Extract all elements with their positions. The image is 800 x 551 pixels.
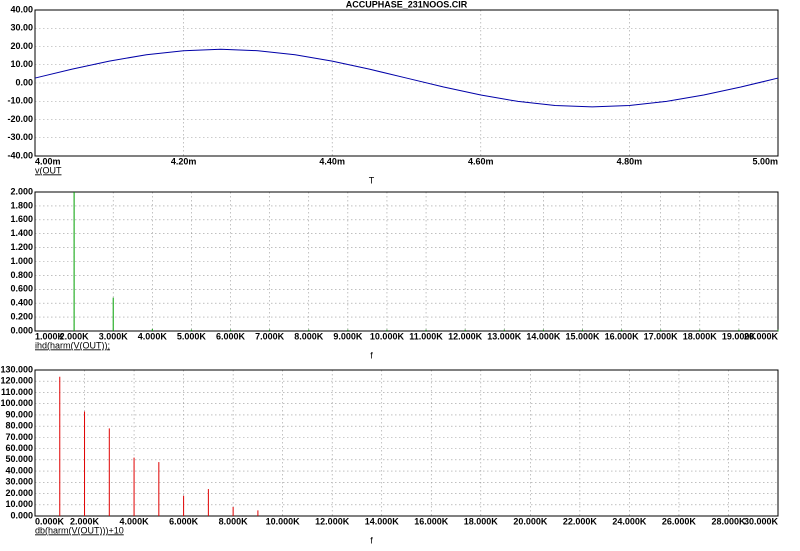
y-tick-label: 0.000 [10, 510, 33, 520]
x-tick-label: 11.000K [409, 331, 443, 341]
y-tick-label: 100.000 [0, 398, 33, 408]
x-tick-label: 0.000K [35, 516, 65, 526]
x-tick-label: 16.000K [414, 516, 449, 526]
legend-entry: ihd(harm(V(OUT)); [35, 340, 110, 350]
y-tick-label: 40.00 [10, 4, 33, 14]
y-tick-label: 90.000 [5, 409, 33, 419]
x-tick-label: 30.000K [744, 516, 779, 526]
x-tick-label: 16.000K [605, 331, 640, 341]
x-tick-label: 1.000K [35, 331, 65, 341]
x-tick-label: 2.000K [60, 331, 90, 341]
y-tick-label: 0.400 [10, 298, 33, 308]
x-axis-title: f [370, 535, 373, 545]
x-tick-label: 4.20m [171, 156, 197, 166]
y-tick-label: 60.000 [5, 443, 33, 453]
x-tick-label: 4.80m [617, 156, 643, 166]
x-tick-label: 10.000K [370, 331, 405, 341]
y-tick-label: 1.400 [10, 228, 33, 238]
y-tick-label: 2.000 [10, 186, 33, 196]
x-tick-label: 26.000K [662, 516, 697, 526]
y-tick-label: 70.000 [5, 432, 33, 442]
y-tick-label: 10.00 [10, 59, 33, 69]
y-tick-label: 1.600 [10, 214, 33, 224]
x-tick-label: 3.000K [99, 331, 129, 341]
y-tick-label: 0.000 [10, 325, 33, 335]
x-tick-label: 8.000K [294, 331, 324, 341]
y-tick-label: 40.000 [5, 465, 33, 475]
x-tick-label: 12.000K [315, 516, 350, 526]
x-tick-label: 12.000K [448, 331, 483, 341]
x-axis-title: T [369, 175, 375, 185]
y-tick-label: 0.00 [15, 77, 33, 87]
y-tick-label: 20.00 [10, 41, 33, 51]
y-tick-label: 110.000 [1, 387, 33, 397]
y-tick-label: 50.000 [5, 454, 33, 464]
x-tick-label: 9.000K [333, 331, 363, 341]
x-tick-label: 19.000K [722, 331, 757, 341]
series-line [34, 48, 779, 108]
y-tick-label: 0.800 [10, 270, 33, 280]
x-tick-label: 13.000K [487, 331, 522, 341]
x-tick-label: 2.000K [70, 516, 100, 526]
x-axis-title: f [370, 350, 373, 360]
y-tick-label: 1.000 [10, 256, 33, 266]
x-tick-label: 28.000K [711, 516, 746, 526]
y-tick-label: -20.00 [7, 114, 33, 124]
y-tick-label: -30.00 [7, 132, 33, 142]
y-tick-label: 0.600 [10, 284, 33, 294]
y-tick-label: 120.000 [0, 376, 33, 386]
y-tick-label: -10.00 [7, 96, 33, 106]
x-tick-label: 4.60m [468, 156, 494, 166]
x-tick-label: 14.000K [365, 516, 400, 526]
legend-entry: v(OUT [35, 165, 62, 175]
x-tick-label: 5.00m [752, 156, 778, 166]
y-tick-label: 130.000 [0, 364, 33, 374]
chart-title: ACCUPHASE_231NOOS.CIR [346, 0, 468, 9]
legend-entry: db(harm(V(OUT)))+10 [35, 525, 124, 535]
y-tick-label: 30.00 [10, 23, 33, 33]
x-tick-label: 5.000K [177, 331, 207, 341]
x-tick-label: 6.000K [216, 331, 246, 341]
y-tick-label: 10.000 [5, 499, 33, 509]
plot-frame [34, 191, 779, 332]
plot-frame [34, 9, 779, 157]
x-tick-label: 20.000K [744, 331, 779, 341]
x-tick-label: 24.000K [612, 516, 647, 526]
x-tick-label: 4.000K [120, 516, 150, 526]
x-tick-label: 22.000K [563, 516, 598, 526]
x-tick-label: 20.000K [513, 516, 548, 526]
x-tick-label: 4.00m [35, 156, 61, 166]
x-tick-label: 14.000K [526, 331, 561, 341]
y-tick-label: 0.200 [10, 311, 33, 321]
y-tick-label: -40.00 [7, 150, 33, 160]
x-tick-label: 18.000K [683, 331, 718, 341]
x-tick-label: 18.000K [464, 516, 499, 526]
x-tick-label: 6.000K [169, 516, 199, 526]
y-tick-label: 20.000 [5, 488, 33, 498]
y-tick-label: 80.000 [5, 421, 33, 431]
y-tick-label: 30.000 [5, 477, 33, 487]
x-tick-label: 7.000K [255, 331, 285, 341]
y-tick-label: 1.800 [10, 200, 33, 210]
y-tick-label: 1.200 [10, 242, 33, 252]
x-tick-label: 4.000K [138, 331, 168, 341]
x-tick-label: 17.000K [644, 331, 679, 341]
plot-frame [34, 369, 779, 517]
x-tick-label: 10.000K [266, 516, 301, 526]
x-tick-label: 4.40m [319, 156, 345, 166]
x-tick-label: 15.000K [565, 331, 600, 341]
x-tick-label: 8.000K [219, 516, 249, 526]
